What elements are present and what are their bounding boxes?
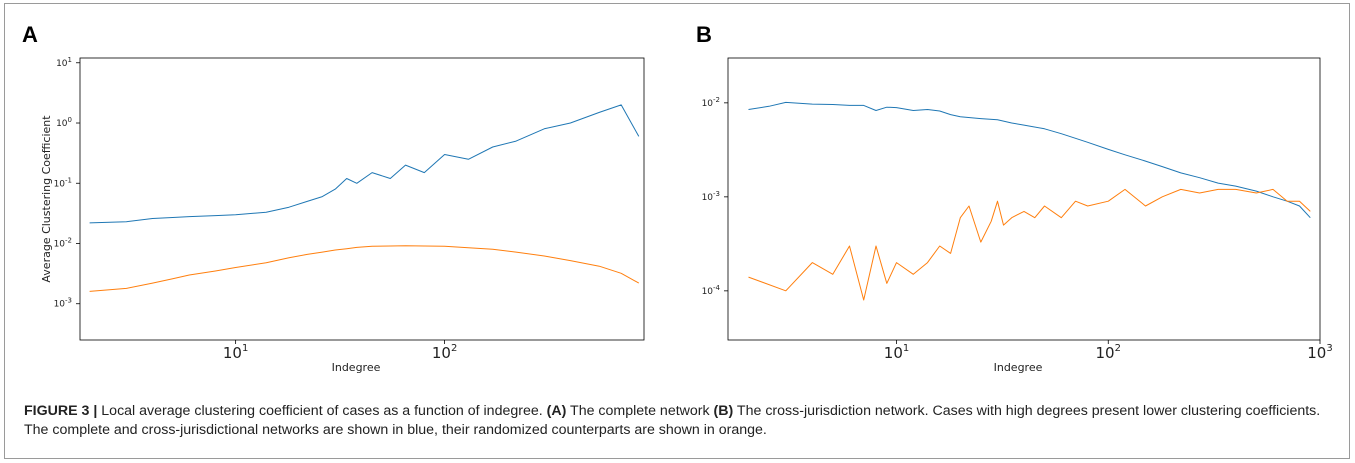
series-line-complete <box>748 101 1311 219</box>
caption-text-2: The complete network <box>566 403 714 419</box>
y-tick-label: 10-3 <box>702 190 720 203</box>
caption-text-3: The cross-jurisdiction network. Cases wi… <box>24 403 1321 438</box>
x-tick-label: 102 <box>1096 343 1121 362</box>
panel-letter-a: A <box>22 22 38 47</box>
y-tick-label: 10-2 <box>702 96 720 109</box>
caption-label-b: (B) <box>713 403 734 419</box>
x-tick-label: 102 <box>432 343 457 362</box>
y-tick-label: 10-4 <box>702 284 721 297</box>
x-tick-label: 103 <box>1307 343 1332 362</box>
plot-frame <box>79 57 645 341</box>
panel-b-plot: 101 102 103 10-4 10-3 10-2 Indegree <box>702 57 1333 374</box>
series-line-randomized <box>89 245 640 292</box>
y-axis-label: Average Clustering Coefficient <box>40 115 53 283</box>
x-axis-label: Indegree <box>994 361 1043 374</box>
caption-text-1: Local average clustering coefficient of … <box>97 403 547 419</box>
series-line-randomized <box>748 188 1311 301</box>
x-tick-label: 101 <box>223 343 248 362</box>
caption-figure-label: FIGURE 3 | <box>24 403 98 419</box>
plot-frame <box>727 57 1321 341</box>
series-line-complete <box>89 104 640 224</box>
figure-frame <box>4 3 1350 459</box>
figure-charts: A B 101 102 10-3 10-2 10-1 100 101 Indegree Aver… <box>22 22 1333 374</box>
y-tick-label: 10-3 <box>54 297 72 310</box>
figure-caption: FIGURE 3 | Local average clustering coef… <box>24 402 1334 440</box>
panel-letter-b: B <box>696 22 712 47</box>
y-tick-label: 10-1 <box>54 176 72 189</box>
panel-a-plot: 101 102 10-3 10-2 10-1 100 101 Indegree Average … <box>40 56 645 374</box>
x-tick-label: 101 <box>884 343 909 362</box>
y-tick-label: 101 <box>56 56 72 69</box>
y-tick-label: 10-2 <box>54 236 72 249</box>
caption-label-a: (A) <box>546 403 567 419</box>
y-tick-label: 100 <box>56 116 72 129</box>
x-axis-label: Indegree <box>332 361 381 374</box>
